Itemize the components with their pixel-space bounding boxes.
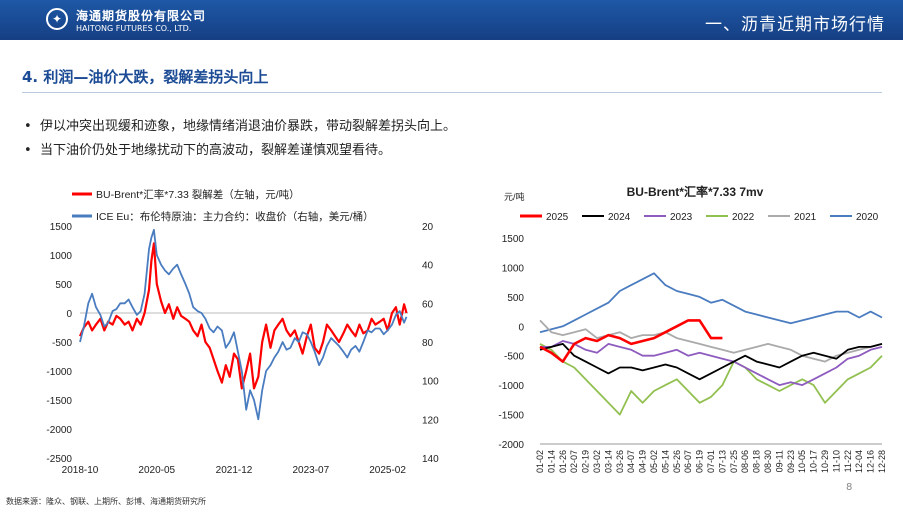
x-tick-label: 11-10 (831, 450, 841, 472)
series-line-2025 (539, 319, 723, 363)
legend-label: 2021 (794, 212, 817, 223)
x-tick-label: 08-18 (752, 450, 762, 473)
x-tick-label: 03-02 (592, 450, 602, 473)
x-tick-label: 02-07 (569, 450, 579, 473)
y-right-tick-label: 80 (422, 338, 434, 349)
series-line-2021 (539, 319, 883, 363)
y-tick-label: -2000 (498, 440, 524, 451)
series-line-2023 (540, 340, 883, 387)
y-tick-label: 0 (518, 322, 524, 333)
x-tick-label: 02-19 (581, 450, 591, 473)
page-number: 8 (846, 482, 853, 493)
slide-title: 4. 利润—油价大跌，裂解差拐头向上 (22, 68, 269, 86)
x-tick-label: 07-13 (717, 450, 727, 473)
x-tick-label: 11-22 (843, 450, 853, 472)
data-source-note: 数据来源：隆众、钢联、上期所、彭博、海通期货研究所 (6, 497, 206, 506)
bullet-text: 伊以冲突出现缓和迹象，地缘情绪消退油价暴跌，带动裂解差拐头向上。 (40, 119, 457, 134)
brent-price-series-line (79, 229, 408, 421)
x-tick-label: 05-02 (649, 450, 659, 473)
legend-label: 2023 (670, 212, 693, 223)
right-chart: BU-Brent*汇率*7.33 7mv 元/吨 2025 2024 2023 2022 2… (498, 184, 887, 473)
y-left-tick-label: -500 (52, 338, 72, 349)
x-tick-label: 10-17 (809, 450, 819, 473)
y-tick-label: 500 (507, 293, 524, 304)
legend-label: 2022 (732, 212, 755, 223)
y-right-tick-label: 20 (422, 222, 434, 233)
bullet-dot-icon: • (24, 143, 32, 158)
left-chart: BU-Brent*汇率*7.33 裂解差（左轴，元/吨） ICE Eu：布伦特原油… (46, 188, 439, 476)
x-tick-label: 2020-05 (138, 465, 175, 476)
x-tick-label: 12-16 (866, 450, 876, 473)
y-left-tick-label: 1500 (50, 222, 73, 233)
x-tick-label: 03-26 (615, 450, 625, 473)
x-tick-label: 05-26 (672, 450, 682, 473)
bullet-item: • 伊以冲突出现缓和迹象，地缘情绪消退油价暴跌，带动裂解差拐头向上。 (24, 115, 456, 134)
x-tick-label: 06-19 (695, 450, 705, 473)
x-tick-label: 2021-12 (216, 465, 253, 476)
x-tick-label: 03-14 (603, 450, 613, 473)
x-tick-label: 08-06 (740, 450, 750, 473)
x-tick-label: 04-07 (626, 450, 636, 473)
title-divider (22, 92, 882, 93)
y-tick-label: 1000 (502, 263, 525, 274)
x-tick-label: 04-19 (638, 450, 648, 473)
x-tick-label: 10-05 (797, 450, 807, 473)
x-tick-label: 12-04 (854, 450, 864, 473)
series-line-2024 (539, 342, 883, 381)
y-right-tick-label: 40 (422, 261, 434, 272)
y-left-tick-label: -2000 (46, 425, 72, 436)
x-tick-label: 09-23 (786, 450, 796, 473)
bullet-text: 当下油价仍处于地缘扰动下的高波动，裂解差谨慎观望看待。 (40, 143, 392, 158)
header-bar (0, 0, 903, 40)
series-line-2020 (539, 272, 883, 334)
y-left-tick-label: -1500 (46, 396, 72, 407)
x-tick-label: 01-02 (535, 450, 545, 473)
bullet-item: • 当下油价仍处于地缘扰动下的高波动，裂解差谨慎观望看待。 (24, 139, 391, 158)
x-tick-label: 2025-02 (369, 465, 406, 476)
y-tick-label: 1500 (502, 234, 525, 245)
legend-label: BU-Brent*汇率*7.33 裂解差（左轴，元/吨） (96, 188, 300, 201)
y-left-tick-label: 500 (55, 280, 72, 291)
x-tick-label: 01-14 (546, 450, 556, 473)
y-right-tick-label: 100 (422, 377, 439, 388)
x-tick-label: 10-29 (820, 450, 830, 473)
chart-title: BU-Brent*汇率*7.33 7mv (627, 184, 764, 199)
x-tick-label: 05-14 (660, 450, 670, 473)
y-tick-label: -1500 (498, 411, 524, 422)
crack-spread-series-line (78, 242, 408, 390)
company-name-en: HAITONG FUTURES CO., LTD. (76, 24, 192, 33)
y-left-tick-label: -2500 (46, 454, 72, 465)
x-tick-label: 12-28 (877, 450, 887, 473)
y-right-tick-label: 120 (422, 415, 439, 426)
x-tick-label: 01-26 (558, 450, 568, 473)
y-left-tick-label: 0 (66, 309, 72, 320)
x-tick-label: 07-25 (729, 450, 739, 473)
x-tick-label: 08-30 (763, 450, 773, 473)
y-left-tick-label: -1000 (46, 367, 72, 378)
x-tick-label: 09-11 (774, 450, 784, 472)
section-header: 一、沥青近期市场行情 (705, 15, 885, 35)
legend-label: ICE Eu：布伦特原油：主力合约：收盘价（右轴，美元/桶） (96, 210, 374, 223)
x-tick-label: 07-01 (706, 450, 716, 473)
company-name-cn: 海通期货股份有限公司 (76, 9, 207, 23)
haitong-logo-icon: ✦ (46, 8, 68, 30)
y-tick-label: -1000 (498, 381, 524, 392)
bullet-dot-icon: • (24, 119, 32, 134)
y-right-tick-label: 60 (422, 299, 434, 310)
x-tick-label: 2018-10 (62, 465, 99, 476)
y-right-tick-label: 140 (422, 454, 439, 465)
x-tick-label: 2023-07 (292, 465, 329, 476)
series-line-2022 (539, 343, 883, 416)
y-tick-label: -500 (504, 352, 524, 363)
x-tick-label: 06-07 (683, 450, 693, 473)
y-axis-unit: 元/吨 (504, 191, 525, 202)
legend-label: 2025 (546, 212, 569, 223)
legend-label: 2020 (856, 212, 879, 223)
legend-label: 2024 (608, 212, 631, 223)
y-left-tick-label: 1000 (50, 251, 73, 262)
